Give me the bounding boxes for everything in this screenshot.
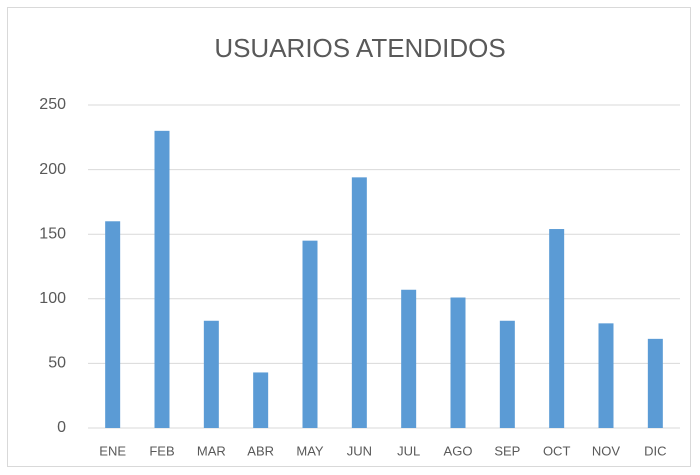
y-tick-label: 250 xyxy=(39,96,66,113)
bar xyxy=(302,240,318,428)
bar xyxy=(351,177,367,428)
x-tick-label: OCT xyxy=(543,443,571,458)
bar xyxy=(154,130,170,428)
y-tick-label: 200 xyxy=(39,161,66,178)
x-tick-label: FEB xyxy=(149,443,174,458)
bar xyxy=(203,320,219,428)
chart-border xyxy=(7,7,691,467)
y-tick-label: 150 xyxy=(39,225,66,242)
x-tick-label: MAR xyxy=(197,443,226,458)
x-tick-label: JUN xyxy=(347,443,372,458)
x-tick-label: JUL xyxy=(397,443,420,458)
bar xyxy=(105,221,121,428)
chart-title: USUARIOS ATENDIDOS xyxy=(214,33,505,63)
y-tick-label: 0 xyxy=(57,419,66,436)
x-tick-label: ABR xyxy=(247,443,274,458)
y-tick-label: 50 xyxy=(48,355,66,372)
bar xyxy=(549,229,565,428)
bar xyxy=(499,320,515,428)
x-tick-label: AGO xyxy=(444,443,473,458)
x-tick-label: SEP xyxy=(494,443,520,458)
x-tick-label: NOV xyxy=(592,443,621,458)
bar xyxy=(401,289,417,428)
x-tick-label: MAY xyxy=(296,443,324,458)
x-tick-label: ENE xyxy=(99,443,126,458)
bar xyxy=(253,372,269,428)
y-tick-label: 100 xyxy=(39,290,66,307)
bar xyxy=(647,338,663,428)
x-tick-label: DIC xyxy=(644,443,666,458)
bar xyxy=(450,297,466,428)
bar xyxy=(598,323,614,428)
